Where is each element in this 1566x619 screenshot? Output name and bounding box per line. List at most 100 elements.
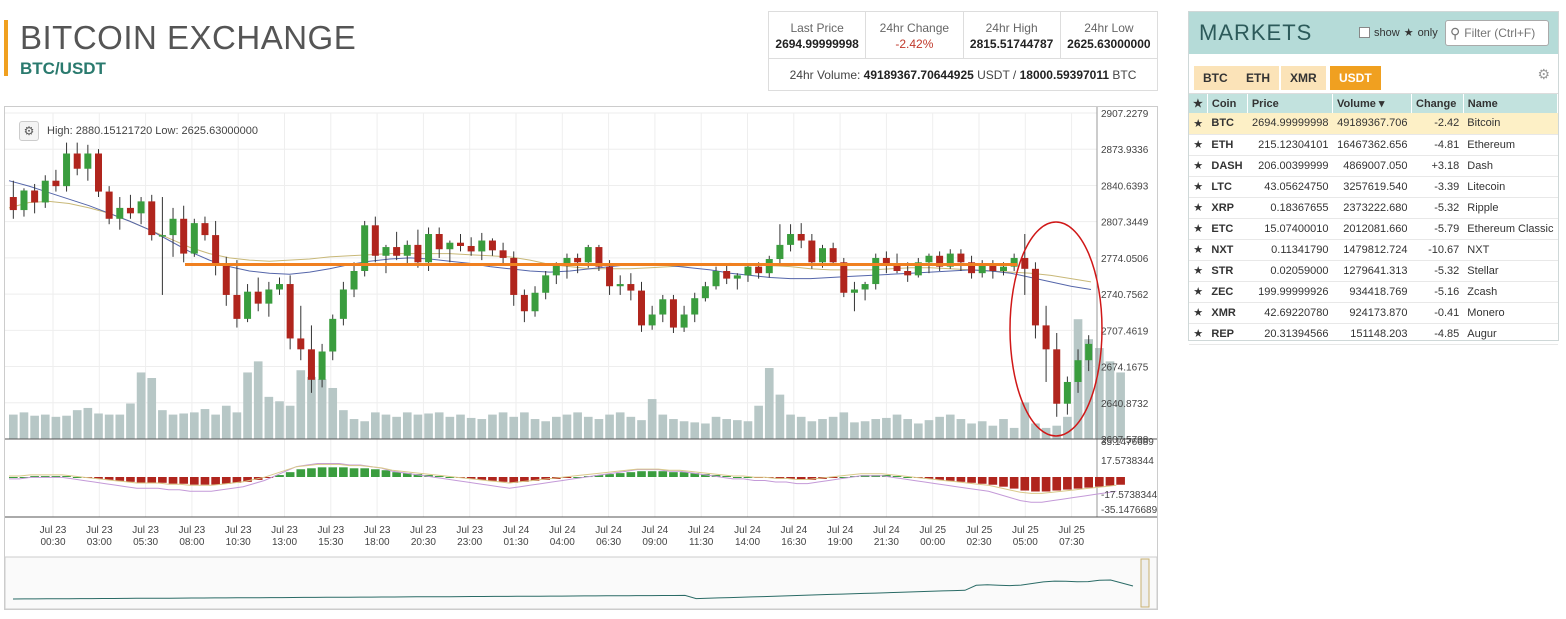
volume-bar <box>104 414 114 439</box>
candle-body <box>659 299 667 315</box>
col-coin[interactable]: Coin <box>1207 94 1248 113</box>
checkbox-icon[interactable] <box>1359 27 1370 38</box>
macd-bar <box>605 474 614 477</box>
chart-canvas[interactable]: 2907.2279 2873.9336 2840.6393 2807.3449 2774… <box>5 107 1157 609</box>
high-low-label: ⚙ High: 2880.15121720 Low: 2625.63000000 <box>19 121 258 141</box>
volume-prefix: 24hr Volume: <box>789 68 861 82</box>
name-cell: NXT <box>1463 239 1558 261</box>
macd-bar <box>307 468 316 477</box>
col-star[interactable]: ★ <box>1189 94 1208 113</box>
tab-btc[interactable]: BTC <box>1194 66 1237 90</box>
filter-box[interactable]: ⚲ <box>1445 20 1549 46</box>
x-tick-time: 23:00 <box>457 537 482 548</box>
macd-bar <box>1009 477 1019 489</box>
macd-bar <box>679 472 689 477</box>
star-icon[interactable]: ★ <box>1189 197 1208 219</box>
volume-bar <box>1009 427 1019 439</box>
volume-bar <box>828 416 838 439</box>
volume-bar <box>818 419 827 439</box>
volume-bar <box>488 414 497 439</box>
x-tick-time: 18:00 <box>365 537 390 548</box>
change-cell: -4.81 <box>1411 134 1464 156</box>
search-icon: ⚲ <box>1450 24 1461 41</box>
volume-btc: 18000.59397011 <box>1019 68 1110 82</box>
col-volume[interactable]: Volume ▾ <box>1332 94 1413 113</box>
filter-input[interactable] <box>1464 26 1545 40</box>
candle-body <box>755 266 763 274</box>
x-tick-date: Jul 23 <box>86 525 113 536</box>
star-icon[interactable]: ★ <box>1189 176 1208 198</box>
macd-bar <box>977 477 987 484</box>
star-icon[interactable]: ★ <box>1189 281 1208 303</box>
macd-bar <box>339 467 348 477</box>
table-row[interactable]: ★ LTC 43.05624750 3257619.540 -3.39 Litecoin <box>1189 176 1558 198</box>
table-row[interactable]: ★ REP 20.31394566 151148.203 -4.85 Augur <box>1189 323 1558 345</box>
volume-bar <box>445 416 455 439</box>
x-tick-date: Jul 23 <box>317 525 344 536</box>
volume-cell: 2373222.680 <box>1332 197 1412 219</box>
volume-bar <box>807 421 817 439</box>
volume-bar <box>701 423 710 439</box>
price-chart[interactable]: 2907.2279 2873.9336 2840.6393 2807.3449 2774… <box>4 106 1158 610</box>
star-icon[interactable]: ★ <box>1189 323 1208 345</box>
name-cell: Bitcoin <box>1463 113 1558 135</box>
star-icon[interactable]: ★ <box>1189 113 1208 135</box>
table-row[interactable]: ★ ETH 215.12304101 16467362.656 -4.81 Ethereu… <box>1189 134 1558 156</box>
star-icon[interactable]: ★ <box>1189 302 1208 324</box>
volume-bar <box>1095 348 1104 439</box>
volume-bar <box>743 421 753 439</box>
coin-cell: ZEC <box>1207 281 1248 303</box>
change-cell: -5.79 <box>1411 218 1464 240</box>
show-starred-toggle[interactable]: show ★ only <box>1359 26 1438 39</box>
candle-body <box>882 257 890 265</box>
volume-bar <box>722 419 731 439</box>
macd-bar <box>956 477 966 482</box>
volume-bar <box>211 414 220 439</box>
macd-bar <box>1041 477 1051 492</box>
macd-bar <box>1063 477 1072 490</box>
candle-body <box>552 264 560 276</box>
gear-icon[interactable]: ⚙ <box>1537 66 1550 82</box>
star-icon[interactable]: ★ <box>1189 134 1208 156</box>
table-row[interactable]: ★ NXT 0.11341790 1479812.724 -10.67 NXT <box>1189 239 1558 261</box>
table-row[interactable]: ★ ETC 15.07400010 2012081.660 -5.79 Ethereum … <box>1189 218 1558 240</box>
volume-bar <box>956 419 966 439</box>
volume-bar <box>562 414 572 439</box>
chart-settings-button[interactable]: ⚙ <box>19 121 39 141</box>
tab-xmr[interactable]: XMR <box>1281 66 1326 90</box>
x-tick-date: Jul 24 <box>827 525 854 536</box>
markets-table: ★ Coin Price Volume ▾ Change Name ★ BTC 26… <box>1189 94 1559 345</box>
col-change[interactable]: Change <box>1411 94 1464 113</box>
volume-bar <box>381 414 391 439</box>
star-icon[interactable]: ★ <box>1189 218 1208 240</box>
table-row[interactable]: ★ XRP 0.18367655 2373222.680 -5.32 Ripple <box>1189 197 1558 219</box>
table-row[interactable]: ★ BTC 2694.99999998 49189367.706 -2.42 Bitcoi… <box>1189 113 1558 135</box>
star-icon[interactable]: ★ <box>1189 155 1208 177</box>
table-row[interactable]: ★ XMR 42.69220780 924173.870 -0.41 Monero <box>1189 302 1558 324</box>
star-icon: ★ <box>1193 98 1203 110</box>
signal-line <box>9 463 1117 494</box>
x-tick-date: Jul 23 <box>225 525 252 536</box>
macd-bar <box>892 476 902 478</box>
price-cell: 15.07400010 <box>1247 218 1333 240</box>
macd-line <box>9 463 1117 503</box>
volume-bar <box>530 419 540 439</box>
col-price[interactable]: Price <box>1247 94 1333 113</box>
table-row[interactable]: ★ DASH 206.00399999 4869007.050 +3.18 Dash <box>1189 155 1558 177</box>
tab-eth[interactable]: ETH <box>1237 66 1279 90</box>
star-icon[interactable]: ★ <box>1189 260 1208 282</box>
candle-body <box>563 257 571 265</box>
col-name[interactable]: Name <box>1463 94 1559 113</box>
volume-bar <box>307 376 316 439</box>
table-row[interactable]: ★ ZEC 199.99999926 934418.769 -5.16 Zcash <box>1189 281 1558 303</box>
tab-usdt[interactable]: USDT <box>1330 66 1381 90</box>
volume-bar <box>924 420 934 439</box>
candle-body <box>350 270 358 290</box>
table-row[interactable]: ★ STR 0.02059000 1279641.313 -5.32 Stellar <box>1189 260 1558 282</box>
volume-bar <box>30 415 39 439</box>
macd-bar <box>733 477 742 478</box>
star-icon[interactable]: ★ <box>1189 239 1208 261</box>
candle-body <box>52 180 60 187</box>
x-tick-date: Jul 23 <box>271 525 298 536</box>
name-cell: Monero <box>1463 302 1558 324</box>
